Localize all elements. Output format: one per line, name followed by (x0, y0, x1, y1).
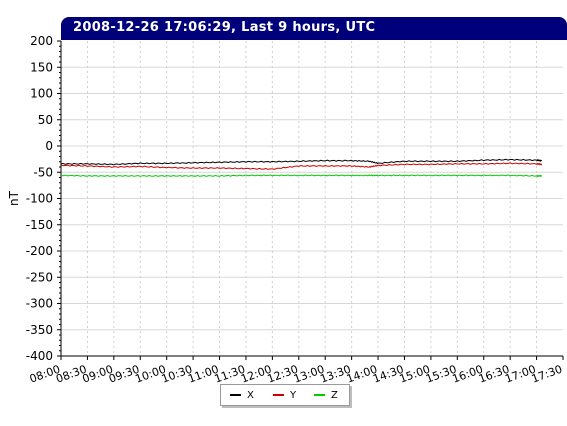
y-tick-label: -100 (26, 192, 53, 206)
series-line-y (60, 162, 543, 170)
legend-item-y: Y (273, 385, 296, 405)
x-tick-label: 17:30 (530, 363, 564, 386)
y-tick-label: 100 (30, 87, 53, 101)
legend-swatch-y (273, 394, 284, 396)
y-tick-label: -400 (26, 349, 53, 363)
y-tick-label: 200 (30, 34, 53, 48)
y-tick-label: -350 (26, 323, 53, 337)
series-line-x (60, 158, 542, 166)
y-axis-label: nT (7, 190, 21, 206)
y-tick-label: -250 (26, 270, 53, 284)
legend-label-x: X (247, 389, 254, 401)
y-tick-label: -300 (26, 297, 53, 311)
y-tick-label: -50 (33, 165, 53, 179)
y-tick-label: 50 (38, 113, 53, 127)
legend-label-y: Y (290, 389, 297, 401)
legend-label-z: Z (331, 389, 338, 401)
legend-item-z: Z (314, 385, 338, 405)
chart-title-bar: 2008-12-26 17:06:29, Last 9 hours, UTC (61, 17, 567, 40)
y-tick-label: 150 (30, 60, 53, 74)
legend-swatch-x (230, 394, 241, 396)
chart-title: 2008-12-26 17:06:29, Last 9 hours, UTC (73, 20, 376, 35)
legend: X Y Z (220, 384, 350, 406)
legend-item-x: X (230, 385, 254, 405)
y-tick-label: -150 (26, 218, 53, 232)
y-tick-label: -200 (26, 244, 53, 258)
series-line-z (60, 174, 542, 178)
y-tick-label: 0 (45, 139, 53, 153)
legend-swatch-z (314, 394, 325, 396)
